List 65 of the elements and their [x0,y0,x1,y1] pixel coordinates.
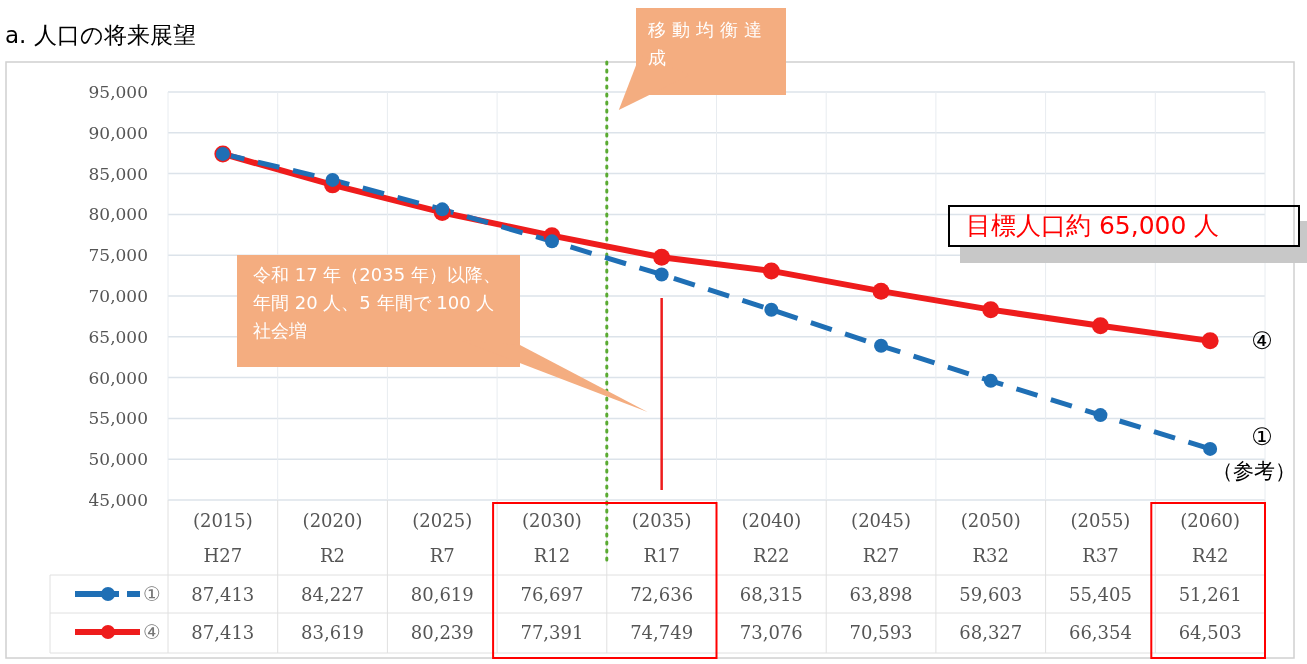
data-label: 55,405 [1068,584,1132,605]
x-tick-label: (2025) R7 [412,510,473,566]
y-tick-label: 80,000 [88,204,148,225]
x-tick-label: (2030) R12 [522,510,582,566]
point [1203,441,1218,456]
point [764,302,779,317]
data-label: 80,239 [410,622,474,643]
legend-label: ① [143,582,161,606]
point [544,234,559,249]
point [874,338,889,353]
point [1091,317,1109,335]
point [1201,332,1219,350]
point [325,172,340,187]
x-tick-label: (2035) R17 [631,510,692,566]
x-tick-label: (2060) R42 [1180,510,1241,566]
point [435,202,450,217]
point [653,248,671,266]
legend-label: ④ [143,620,161,644]
y-tick-label: 95,000 [88,82,148,102]
x-tick-label: (2040) R22 [741,510,802,566]
y-tick-label: 70,000 [88,286,148,306]
point [982,301,1000,319]
y-tick-label: 85,000 [88,163,148,184]
point [983,373,998,388]
y-tick-label: 75,000 [88,245,148,266]
data-label: 70,593 [849,622,913,643]
data-label: 51,261 [1178,584,1242,605]
text: ① [1251,422,1273,451]
data-label: 72,636 [630,584,694,605]
annotation: （参考） [1212,458,1297,485]
x-tick-label: (2015) H27 [192,510,253,566]
point [1093,408,1108,423]
data-label: 59,603 [959,584,1023,605]
y-tick-label: 55,000 [88,408,148,429]
x-tick-label: (2045) R27 [851,510,911,566]
text: 移動均衡達成 [636,8,786,95]
data-label: 68,315 [739,584,803,605]
data-label: 83,619 [301,622,365,643]
point [872,282,890,300]
data-label: 84,227 [301,584,365,605]
data-label: 74,749 [630,622,694,643]
point [654,267,669,282]
y-tick-label: 45,000 [88,490,148,510]
data-label: 64,503 [1178,622,1242,643]
y-tick-label: 50,000 [88,449,148,470]
data-label: 77,391 [520,622,584,643]
data-label: 76,697 [520,584,584,605]
x-tick-label: (2050) R32 [960,510,1021,566]
data-label: 87,413 [191,622,255,643]
text: ④ [1251,326,1273,355]
data-label: 80,619 [410,584,474,605]
point [762,262,780,280]
annotation: 目標人口約 65,000 人 [948,205,1300,247]
annotation: 令和 17 年（2035 年）以降、年間 20 人、5 年間で 100 人社会増 [237,255,520,367]
y-tick-label: 60,000 [88,367,148,388]
data-label: 73,076 [739,622,803,643]
y-tick-label: 90,000 [88,122,148,143]
x-tick-label: (2020) R2 [302,510,363,566]
data-label: 68,327 [959,622,1023,643]
x-tick-label: (2055) R37 [1070,510,1131,566]
data-label: 87,413 [191,584,255,605]
y-tick-label: 65,000 [88,326,148,347]
chart-title: a. 人口の将来展望 [5,22,196,48]
data-label: 66,354 [1068,622,1132,643]
data-label: 63,898 [849,584,913,605]
